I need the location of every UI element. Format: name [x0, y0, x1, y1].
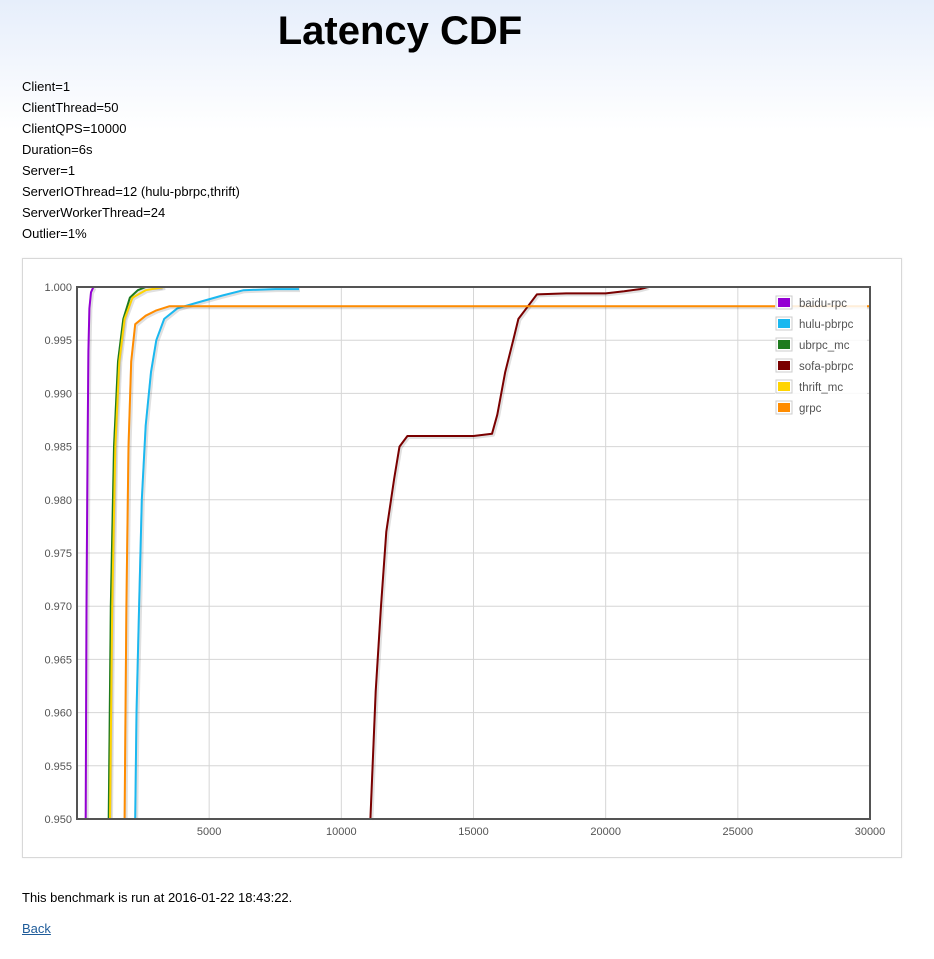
series-layer — [84, 286, 871, 821]
legend-label: sofa-pbrpc — [799, 361, 854, 373]
series-line-ubrpc_mc — [107, 286, 162, 820]
y-tick-label: 0.960 — [44, 708, 72, 720]
y-tick-label: 0.970 — [44, 601, 72, 613]
back-link[interactable]: Back — [22, 921, 51, 936]
y-tick-label: 0.990 — [44, 388, 72, 400]
y-tick-label: 0.965 — [44, 654, 72, 666]
series-shadow — [134, 288, 300, 821]
plot-frame — [76, 286, 871, 820]
legend-label: hulu-pbrpc — [799, 319, 854, 331]
benchmark-params: Client=1 ClientThread=50 ClientQPS=10000… — [22, 76, 240, 244]
param-client-thread: ClientThread=50 — [22, 100, 119, 115]
legend-label: grpc — [799, 403, 822, 415]
legend-label: thrift_mc — [799, 382, 843, 394]
series-line-thrift_mc — [109, 286, 165, 820]
latency-cdf-chart: 5000 10000 15000 20000 25000 30000 0.950 0.955 0… — [44, 282, 885, 838]
chart-panel: 5000 10000 15000 20000 25000 30000 0.950 0.955 0… — [22, 258, 902, 858]
y-tick-label: 0.950 — [44, 814, 72, 826]
legend-swatch-hulu-pbrpc — [778, 319, 790, 328]
param-client-qps: ClientQPS=10000 — [22, 121, 127, 136]
legend-label: ubrpc_mc — [799, 340, 850, 352]
legend-swatch-grpc — [778, 403, 790, 412]
legend-swatch-thrift_mc — [778, 382, 790, 391]
param-outlier: Outlier=1% — [22, 226, 87, 241]
series-shadow — [109, 286, 166, 821]
y-tick-label: 1.000 — [44, 282, 72, 294]
legend-swatch-baidu-rpc — [778, 298, 790, 307]
series-line-grpc — [123, 305, 870, 820]
series-line-sofa-pbrpc — [369, 286, 649, 820]
param-client: Client=1 — [22, 79, 71, 94]
legend-label: baidu-rpc — [799, 298, 847, 310]
y-tick-label: 0.975 — [44, 548, 72, 560]
param-server: Server=1 — [22, 163, 76, 178]
y-tick-label: 0.955 — [44, 761, 72, 773]
legend: baidu-rpc hulu-pbrpc ubrpc_mc sofa-pbrpc thr… — [775, 293, 867, 421]
page-title: Latency CDF — [277, 9, 523, 53]
run-info: This benchmark is run at 2016-01-22 18:4… — [22, 890, 293, 905]
x-tick-label: 15000 — [458, 826, 489, 838]
y-tick-label: 0.995 — [44, 335, 72, 347]
tick-labels: 5000 10000 15000 20000 25000 30000 0.950 0.955 0… — [44, 282, 885, 838]
y-tick-label: 0.980 — [44, 495, 72, 507]
legend-swatch-sofa-pbrpc — [778, 361, 790, 370]
y-tick-label: 0.985 — [44, 442, 72, 454]
grid-layer — [77, 287, 870, 819]
x-tick-label: 5000 — [197, 826, 221, 838]
series-shadow — [84, 287, 97, 821]
x-tick-label: 25000 — [723, 826, 754, 838]
series-shadow — [369, 286, 650, 821]
series-line-hulu-pbrpc — [134, 288, 299, 820]
series-line-baidu-rpc — [84, 286, 95, 820]
x-tick-label: 20000 — [590, 826, 621, 838]
series-shadow — [123, 305, 871, 821]
legend-background — [775, 293, 867, 421]
param-server-io-thread: ServerIOThread=12 (hulu-pbrpc,thrift) — [22, 184, 240, 199]
legend-swatch-ubrpc_mc — [778, 340, 790, 349]
param-server-worker-thread: ServerWorkerThread=24 — [22, 205, 166, 220]
x-tick-label: 10000 — [326, 826, 357, 838]
param-duration: Duration=6s — [22, 142, 93, 157]
x-tick-label: 30000 — [855, 826, 886, 838]
